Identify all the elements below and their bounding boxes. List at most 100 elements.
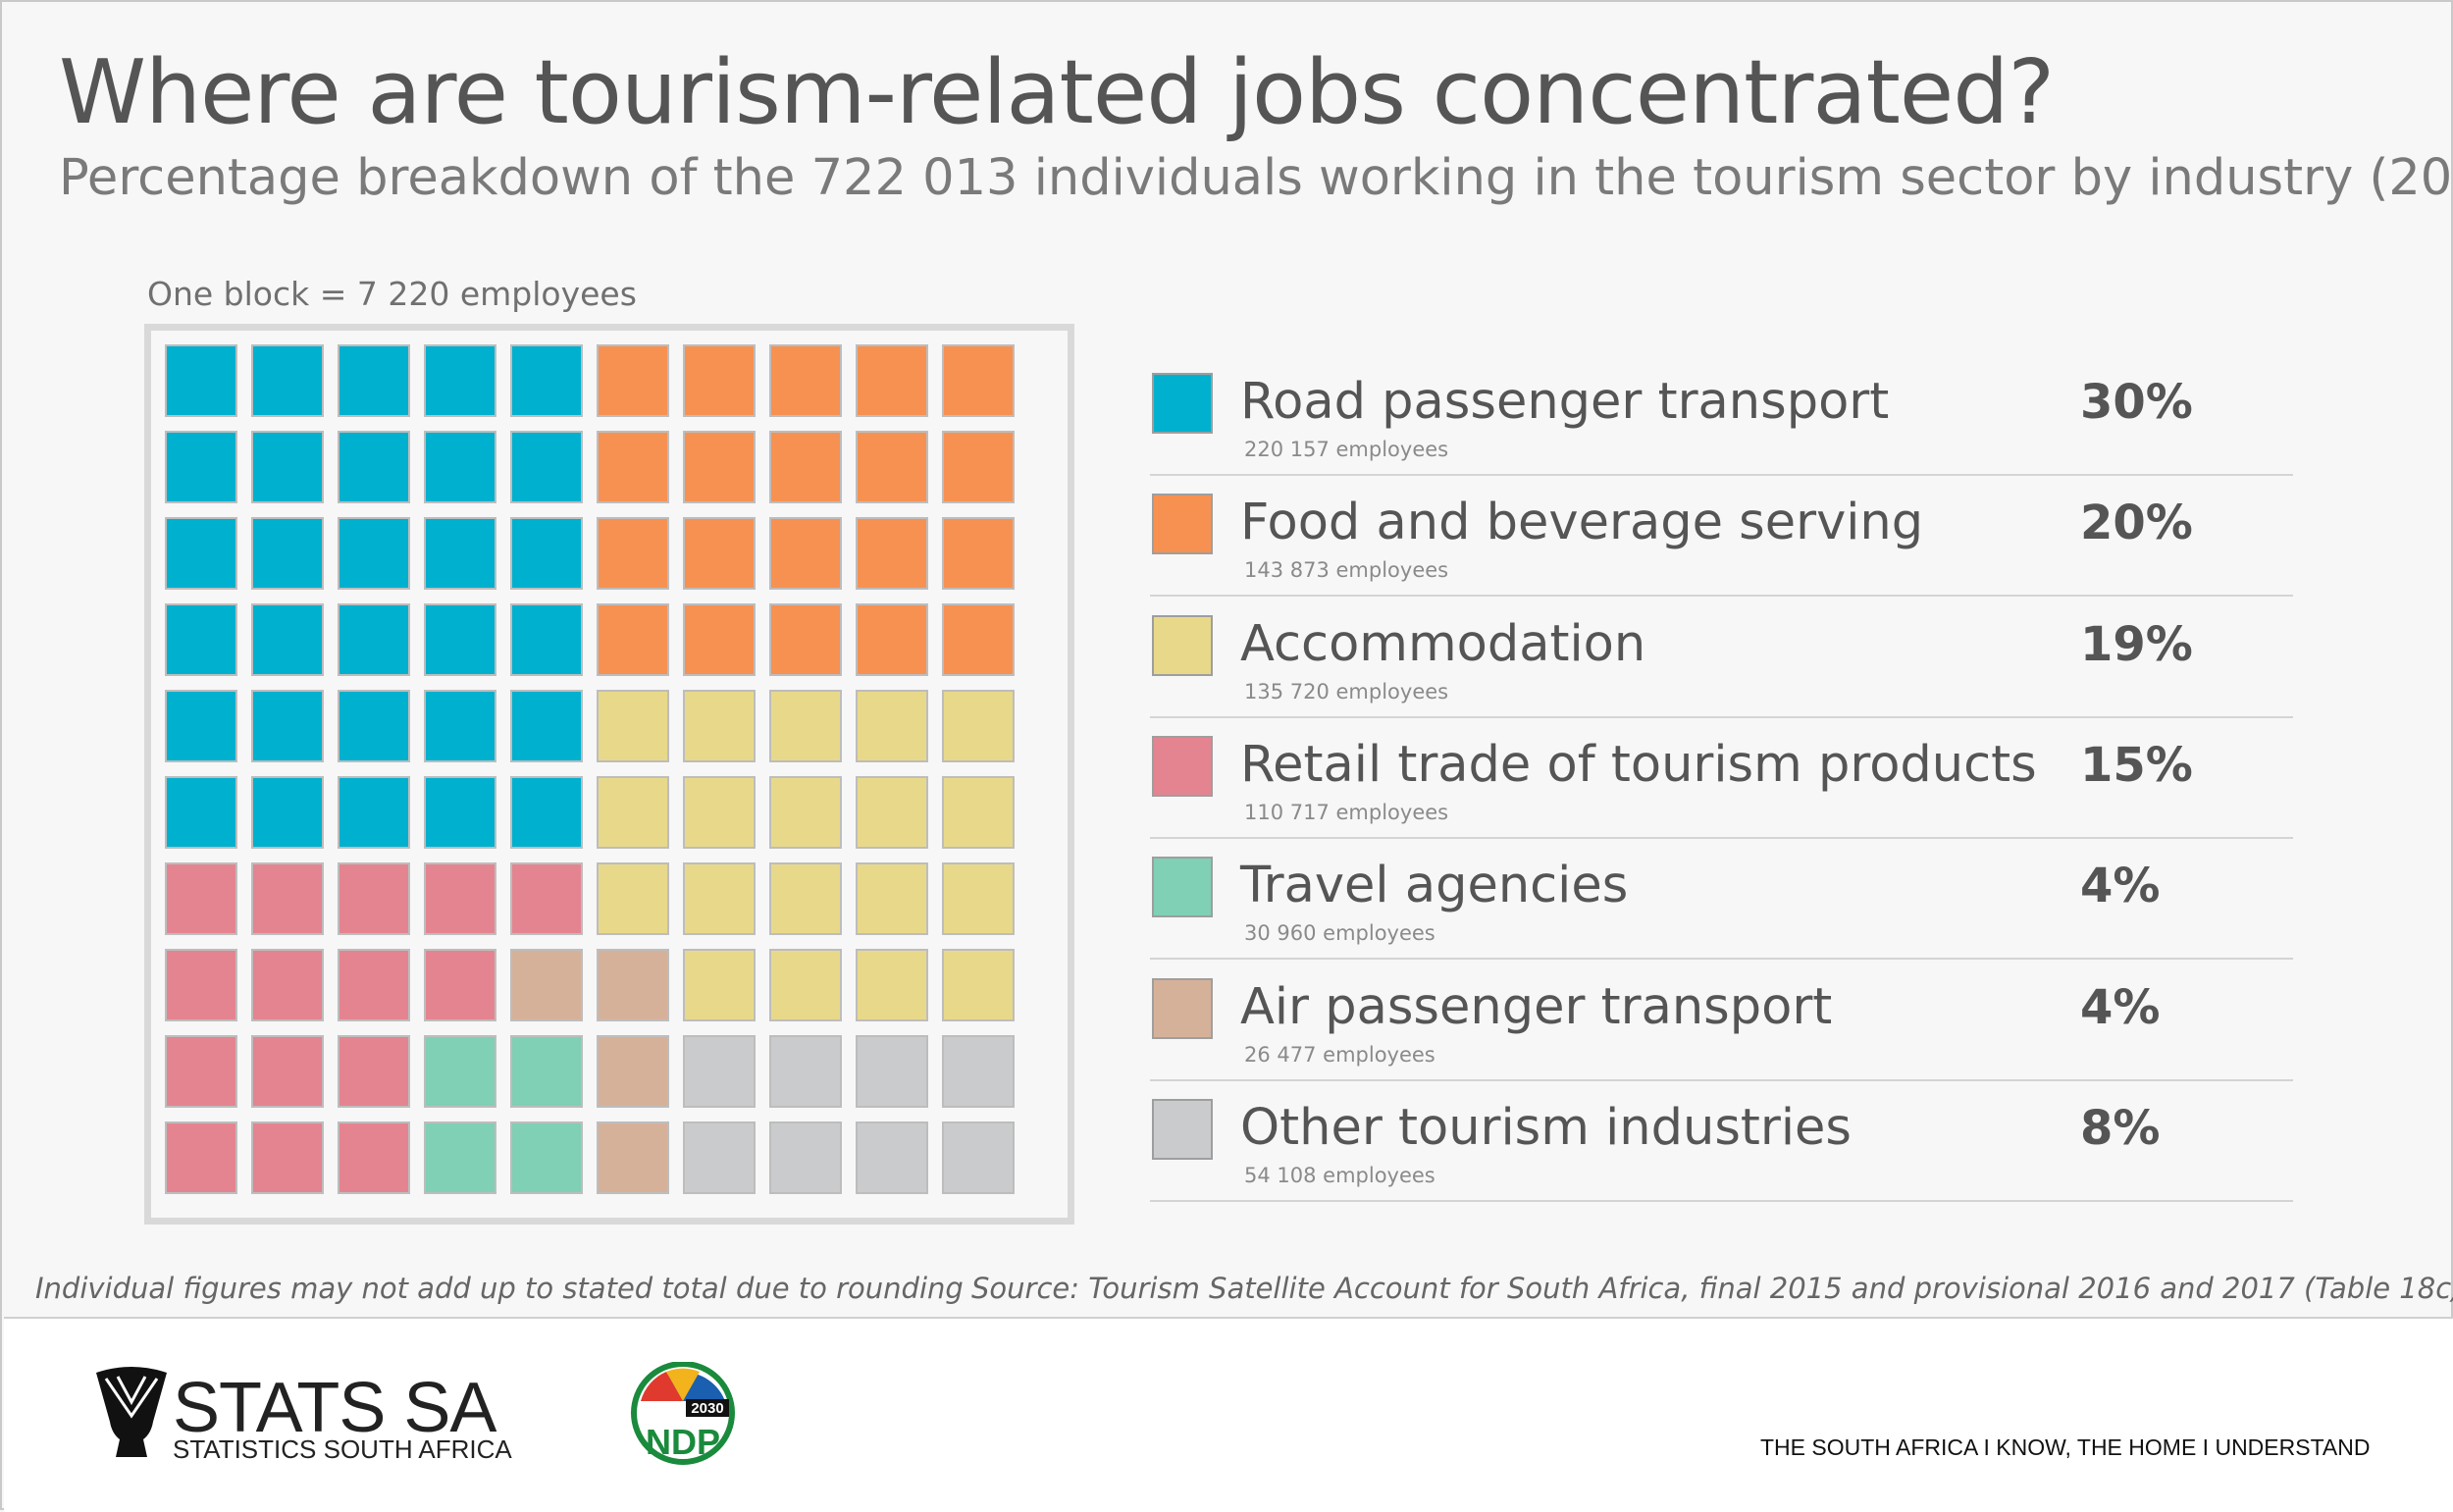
waffle-block-air [597, 1035, 669, 1108]
waffle-block-food [683, 603, 756, 676]
legend-percent: 4% [2080, 859, 2161, 914]
waffle-block-other [942, 1121, 1015, 1194]
waffle-block-retail [165, 949, 237, 1021]
waffle-block-retail [510, 862, 583, 935]
waffle-block-other [683, 1035, 756, 1108]
waffle-block-accommodation [683, 862, 756, 935]
waffle-block-retail [251, 862, 324, 935]
waffle-block-road [424, 517, 496, 590]
waffle-block-food [683, 517, 756, 590]
waffle-block-food [942, 344, 1015, 417]
waffle-block-road [165, 603, 237, 676]
waffle-block-food [683, 431, 756, 503]
waffle-block-travel [424, 1121, 496, 1194]
waffle-block-accommodation [856, 776, 928, 849]
legend-label: Travel agencies [1240, 857, 1629, 915]
waffle-block-road [338, 517, 410, 590]
waffle-block-other [856, 1035, 928, 1108]
stats-sa-drum-icon [96, 1367, 167, 1457]
waffle-block-food [769, 517, 842, 590]
legend-swatch [1152, 1098, 1213, 1160]
waffle-block-road [165, 517, 237, 590]
waffle-block-road [510, 431, 583, 503]
waffle-block-food [856, 603, 928, 676]
waffle-block-accommodation [942, 690, 1015, 762]
waffle-block-accommodation [683, 949, 756, 1021]
legend-item-retail: Retail trade of tourism products 110 717 … [1150, 716, 2293, 839]
waffle-block-accommodation [683, 776, 756, 849]
waffle-block-food [942, 431, 1015, 503]
waffle-block-road [510, 690, 583, 762]
waffle-block-accommodation [769, 776, 842, 849]
legend-percent: 30% [2080, 375, 2193, 430]
page-subtitle: Percentage breakdown of the 722 013 indi… [59, 149, 2453, 207]
legend-label: Other tourism industries [1240, 1098, 1852, 1157]
waffle-block-road [251, 517, 324, 590]
waffle-block-road [338, 690, 410, 762]
legend-label: Accommodation [1240, 614, 1646, 673]
legend-employee-count: 30 960 employees [1244, 921, 1435, 946]
waffle-block-accommodation [597, 776, 669, 849]
waffle-block-food [942, 603, 1015, 676]
stats-sa-logo-text: STATS SA [173, 1369, 496, 1447]
ndp-year-text: 2030 [691, 1400, 723, 1417]
waffle-block-food [856, 344, 928, 417]
footer: STATS SA STATISTICS SOUTH AFRICA 2030 ND… [4, 1317, 2453, 1512]
legend-label: Air passenger transport [1240, 977, 1833, 1036]
legend-percent: 15% [2080, 737, 2193, 793]
waffle-block-accommodation [856, 862, 928, 935]
waffle-block-air [510, 949, 583, 1021]
legend-item-accommodation: Accommodation 135 720 employees 19% [1150, 596, 2293, 718]
waffle-block-travel [510, 1035, 583, 1108]
waffle-block-accommodation [856, 949, 928, 1021]
legend-percent: 20% [2080, 495, 2193, 551]
waffle-block-road [424, 690, 496, 762]
waffle-block-other [769, 1121, 842, 1194]
waffle-block-retail [338, 862, 410, 935]
legend-employee-count: 143 873 employees [1244, 558, 1449, 583]
legend-percent: 4% [2080, 979, 2161, 1035]
ndp-text: NDP [646, 1422, 720, 1462]
waffle-block-retail [338, 949, 410, 1021]
legend-swatch [1152, 857, 1213, 918]
waffle-block-road [251, 344, 324, 417]
waffle-block-road [338, 344, 410, 417]
waffle-block-road [251, 603, 324, 676]
legend-swatch [1152, 373, 1213, 434]
waffle-block-accommodation [597, 690, 669, 762]
waffle-block-retail [424, 949, 496, 1021]
waffle-block-food [856, 431, 928, 503]
waffle-block-food [769, 603, 842, 676]
waffle-block-travel [510, 1121, 583, 1194]
waffle-block-other [769, 1035, 842, 1108]
legend-percent: 19% [2080, 616, 2193, 672]
waffle-block-road [424, 431, 496, 503]
waffle-block-food [769, 431, 842, 503]
legend-swatch [1152, 735, 1213, 797]
legend-swatch [1152, 614, 1213, 676]
waffle-block-retail [251, 1121, 324, 1194]
legend-item-air: Air passenger transport 26 477 employees 4… [1150, 959, 2293, 1081]
block-unit-note: One block = 7 220 employees [147, 275, 637, 313]
waffle-block-road [338, 431, 410, 503]
waffle-chart [144, 324, 1074, 1225]
waffle-block-road [251, 776, 324, 849]
waffle-block-road [510, 344, 583, 417]
legend-item-other: Other tourism industries 54 108 employees… [1150, 1079, 2293, 1202]
rounding-note: Individual figures may not add up to sta… [35, 1272, 964, 1305]
legend-label: Food and beverage serving [1240, 494, 1924, 552]
legend-employee-count: 54 108 employees [1244, 1163, 1435, 1187]
waffle-block-air [597, 1121, 669, 1194]
waffle-block-road [424, 603, 496, 676]
waffle-block-food [769, 344, 842, 417]
waffle-block-accommodation [683, 690, 756, 762]
legend-swatch [1152, 494, 1213, 555]
waffle-block-food [597, 517, 669, 590]
stats-sa-logo-subtext: STATISTICS SOUTH AFRICA [173, 1434, 512, 1464]
legend-employee-count: 135 720 employees [1244, 679, 1449, 704]
legend-item-road: Road passenger transport 220 157 employee… [1150, 353, 2293, 476]
waffle-block-air [597, 949, 669, 1021]
waffle-block-accommodation [769, 949, 842, 1021]
waffle-block-road [338, 776, 410, 849]
